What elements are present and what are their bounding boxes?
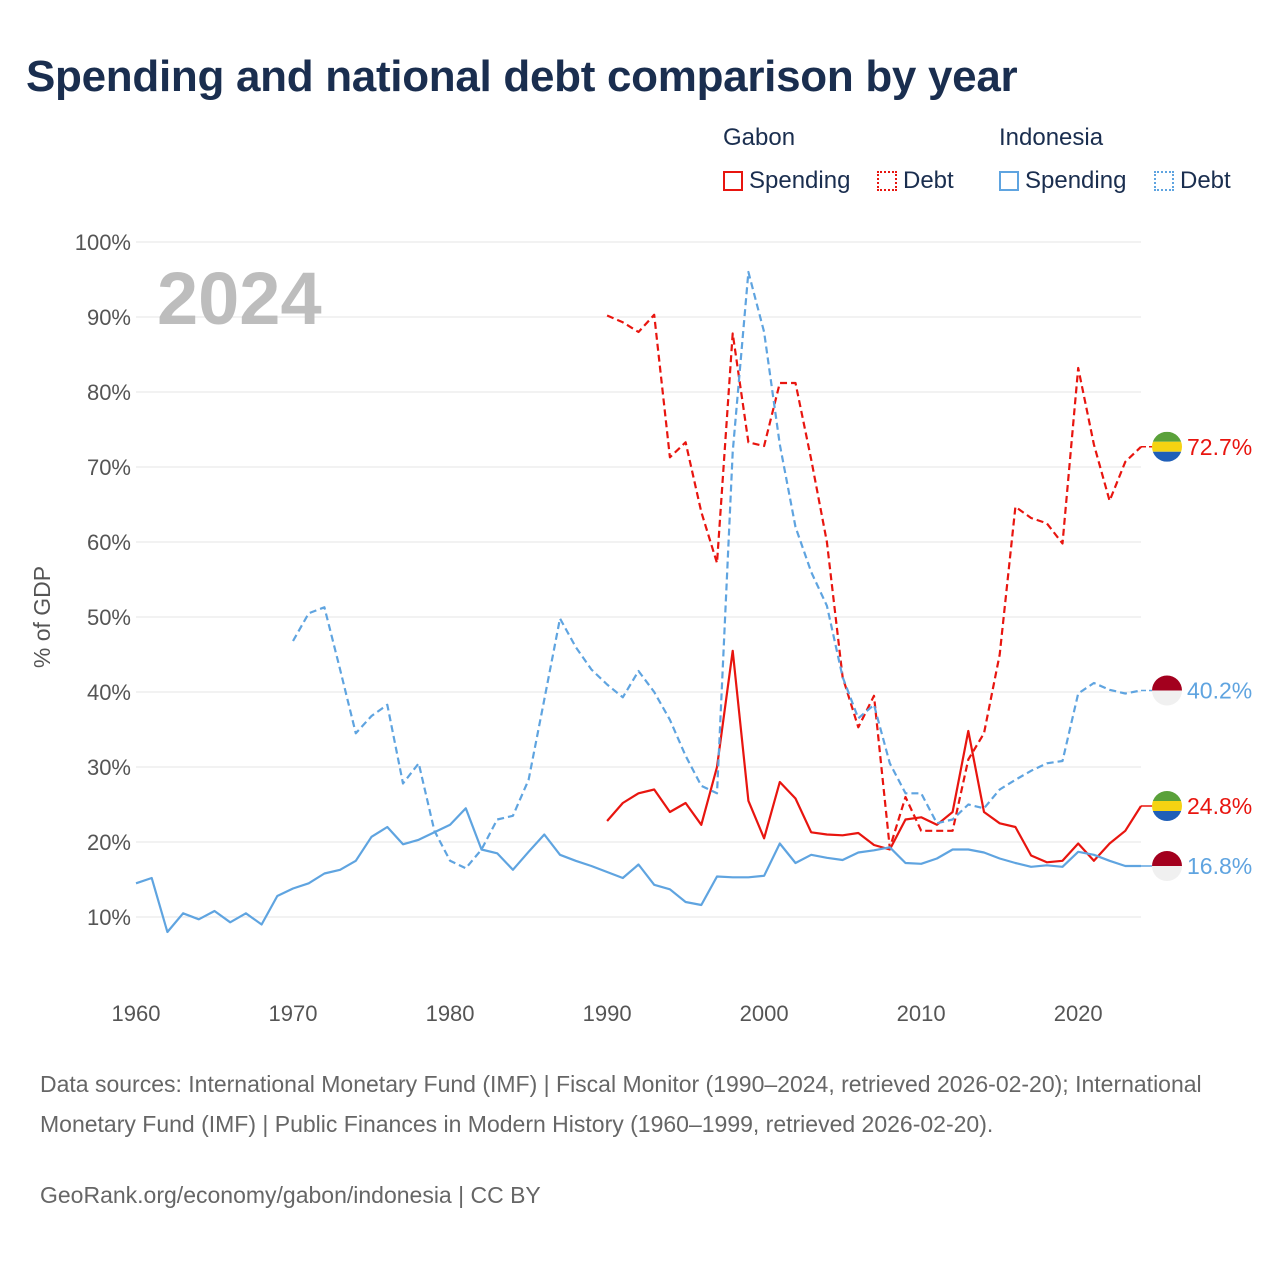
x-tick-label: 1960 [112,1001,161,1026]
legend-group-gabon: Gabon [723,124,796,151]
legend-indonesia-spending[interactable]: Spending [999,166,1126,196]
x-axis: 1960 1970 1980 1990 2000 2010 2020 [112,1001,1103,1026]
legend-indonesia-debt[interactable]: Debt [1154,166,1231,196]
legend-swatch-dotted [1154,171,1174,191]
legend-group-indonesia: Indonesia [999,124,1104,151]
y-tick-label: 30% [87,755,131,780]
y-tick-label: 40% [87,680,131,705]
end-labels: 72.7% 40.2% 24.8% 16.8% [1187,434,1252,879]
flags [1141,431,1182,881]
x-tick-label: 2020 [1054,1001,1103,1026]
line-chart: 10% 20% 30% 40% 50% 60% 70% 80% 90% 100% 1960 1970… [29,230,1252,1026]
x-tick-label: 2000 [740,1001,789,1026]
y-tick-label: 80% [87,380,131,405]
data-sources: Data sources: International Monetary Fun… [40,1071,1202,1137]
chart-title: Spending and national debt comparison by… [26,52,1018,101]
x-tick-label: 2010 [897,1001,946,1026]
x-tick-label: 1990 [583,1001,632,1026]
y-tick-label: 70% [87,455,131,480]
year-watermark: 2024 [157,257,322,340]
legend-gabon-spending[interactable]: Spending [723,166,850,196]
series-line-gabon-debt [606,313,1142,850]
legend-swatch-dotted [877,171,897,191]
y-tick-label: 90% [87,305,131,330]
legend-label: Debt [903,167,954,194]
legend-swatch-solid [723,171,743,191]
end-value-label: 16.8% [1187,853,1252,879]
gabon-flag-icon [1152,791,1182,821]
series-line-indonesia-spending [135,807,1141,934]
y-tick-label: 60% [87,530,131,555]
end-value-label: 24.8% [1187,793,1252,819]
end-value-label: 72.7% [1187,434,1252,460]
y-tick-label: 50% [87,605,131,630]
legend-label: Debt [1180,167,1231,194]
y-tick-label: 100% [75,230,131,255]
y-tick-label: 20% [87,830,131,855]
y-axis-label: % of GDP [29,566,55,668]
legend-label: Spending [1025,167,1127,194]
series-line-gabon-spending [606,649,1142,864]
indonesia-flag-icon [1152,851,1182,881]
legend-swatch-solid [999,171,1019,191]
indonesia-flag-icon [1152,675,1182,706]
credit-link[interactable]: GeoRank.org/economy/gabon/indonesia | CC… [40,1182,541,1208]
legend-gabon-debt[interactable]: Debt [877,166,954,196]
end-value-label: 40.2% [1187,678,1252,704]
x-tick-label: 1970 [269,1001,318,1026]
gridlines [136,241,1141,918]
series-line-indonesia-debt [292,270,1142,870]
x-tick-label: 1980 [426,1001,475,1026]
gabon-flag-icon [1152,431,1182,462]
y-tick-label: 10% [87,905,131,930]
series [135,270,1142,934]
y-axis: 10% 20% 30% 40% 50% 60% 70% 80% 90% 100% [75,230,131,930]
legend-label: Spending [749,167,851,194]
